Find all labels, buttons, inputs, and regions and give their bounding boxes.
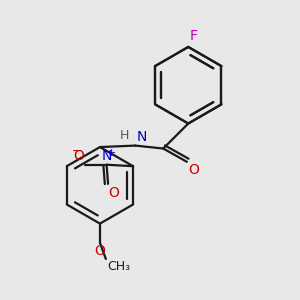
Text: −: − — [71, 145, 82, 158]
Text: N: N — [137, 130, 147, 144]
Text: O: O — [73, 149, 84, 163]
Text: H: H — [119, 129, 129, 142]
Text: CH₃: CH₃ — [107, 260, 130, 273]
Text: F: F — [190, 29, 198, 44]
Text: O: O — [188, 163, 199, 177]
Text: +: + — [107, 148, 117, 158]
Text: O: O — [94, 244, 105, 258]
Text: N: N — [101, 149, 112, 163]
Text: O: O — [109, 186, 119, 200]
